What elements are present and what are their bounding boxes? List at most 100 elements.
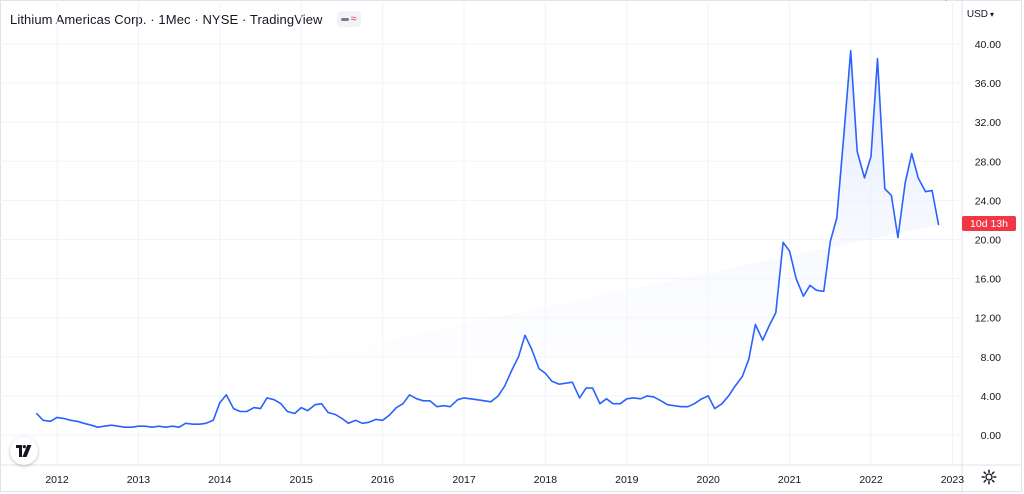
data-point	[151, 426, 153, 428]
data-point	[219, 402, 221, 404]
data-point	[504, 385, 506, 387]
data-point	[192, 423, 194, 425]
y-tick-label: 36.00	[975, 78, 1001, 90]
data-point	[544, 372, 547, 374]
data-point	[619, 403, 621, 405]
price-area	[36, 50, 939, 428]
y-tick-label: 40.00	[975, 39, 1001, 51]
data-point	[83, 422, 85, 424]
price-points	[36, 0, 947, 428]
data-point	[904, 182, 906, 184]
data-point	[856, 150, 858, 153]
data-point	[585, 387, 587, 389]
data-point	[551, 380, 553, 382]
data-point	[666, 404, 669, 406]
data-point	[802, 295, 805, 297]
data-point	[829, 240, 831, 243]
data-point	[632, 397, 634, 399]
data-point	[327, 411, 329, 414]
data-point	[469, 398, 472, 400]
data-point	[687, 406, 689, 408]
x-tick-label: 2013	[127, 474, 151, 486]
data-point	[876, 58, 879, 60]
chart-header: Lithium Americas Corp. · 1Mec · NYSE · T…	[10, 9, 361, 29]
indicator-toggle[interactable]: ≈	[336, 11, 361, 27]
y-tick-label: 28.00	[975, 156, 1001, 168]
y-tick-label: 0.00	[981, 430, 1002, 442]
data-point	[286, 410, 288, 413]
data-point	[531, 348, 533, 350]
x-tick-label: 2020	[697, 474, 721, 486]
data-point	[734, 385, 736, 387]
data-point	[517, 356, 520, 358]
data-point	[870, 155, 872, 157]
data-point	[483, 400, 485, 402]
data-point	[137, 425, 139, 427]
data-point	[158, 425, 160, 427]
data-point	[721, 403, 723, 405]
data-point	[680, 406, 682, 408]
data-point	[402, 403, 404, 405]
data-point	[754, 323, 757, 326]
data-point	[124, 426, 126, 428]
data-point	[762, 339, 764, 341]
x-tick-label: 2017	[452, 474, 476, 486]
x-tick-label: 2021	[778, 474, 802, 486]
data-point	[42, 419, 44, 421]
data-point	[890, 194, 893, 197]
data-point	[795, 278, 797, 280]
y-tick-label: 24.00	[975, 195, 1001, 207]
data-point	[538, 367, 540, 370]
data-point	[605, 398, 608, 400]
data-point	[931, 190, 933, 192]
data-point	[775, 312, 777, 314]
x-tick-label: 2012	[45, 474, 69, 486]
x-tick-label: 2019	[615, 474, 639, 486]
data-point	[56, 416, 58, 418]
gear-icon[interactable]	[980, 468, 998, 486]
data-point	[463, 397, 465, 399]
data-point	[897, 236, 899, 239]
data-point	[884, 188, 886, 190]
data-point	[490, 401, 492, 403]
data-point	[456, 399, 459, 401]
tradingview-logo-icon[interactable]	[10, 437, 38, 465]
data-point	[571, 381, 573, 383]
data-point	[375, 418, 377, 420]
y-axis: 0.00 4.00 8.00 12.00 16.00 20.00 24.00 28.00 32.…	[975, 39, 1001, 442]
data-point	[36, 412, 38, 415]
currency-label: USD	[966, 9, 988, 20]
data-point	[626, 398, 628, 400]
data-point	[62, 417, 65, 419]
data-point	[131, 426, 133, 428]
data-point	[728, 395, 730, 397]
data-point	[599, 403, 601, 405]
data-point	[565, 382, 567, 384]
data-point	[497, 395, 499, 397]
data-point	[524, 334, 526, 336]
data-point	[449, 406, 451, 408]
data-point	[97, 426, 99, 428]
data-point	[110, 424, 113, 426]
data-point	[782, 241, 784, 243]
data-point	[266, 397, 268, 399]
data-point	[863, 177, 866, 179]
data-point	[640, 398, 642, 400]
data-point	[836, 217, 838, 219]
data-point	[172, 425, 174, 427]
data-point	[612, 403, 614, 405]
chevron-down-icon: ▾	[989, 10, 994, 19]
data-point	[911, 152, 913, 155]
data-point	[205, 422, 207, 424]
approx-icon: ≈	[350, 13, 357, 25]
data-point	[90, 424, 92, 426]
currency-selector[interactable]: USD ▾	[967, 9, 994, 20]
data-point	[225, 394, 227, 396]
x-tick-label: 2018	[534, 474, 558, 486]
data-point	[945, 0, 947, 1]
data-point	[477, 399, 479, 401]
data-point	[347, 422, 349, 424]
data-point	[917, 177, 919, 179]
